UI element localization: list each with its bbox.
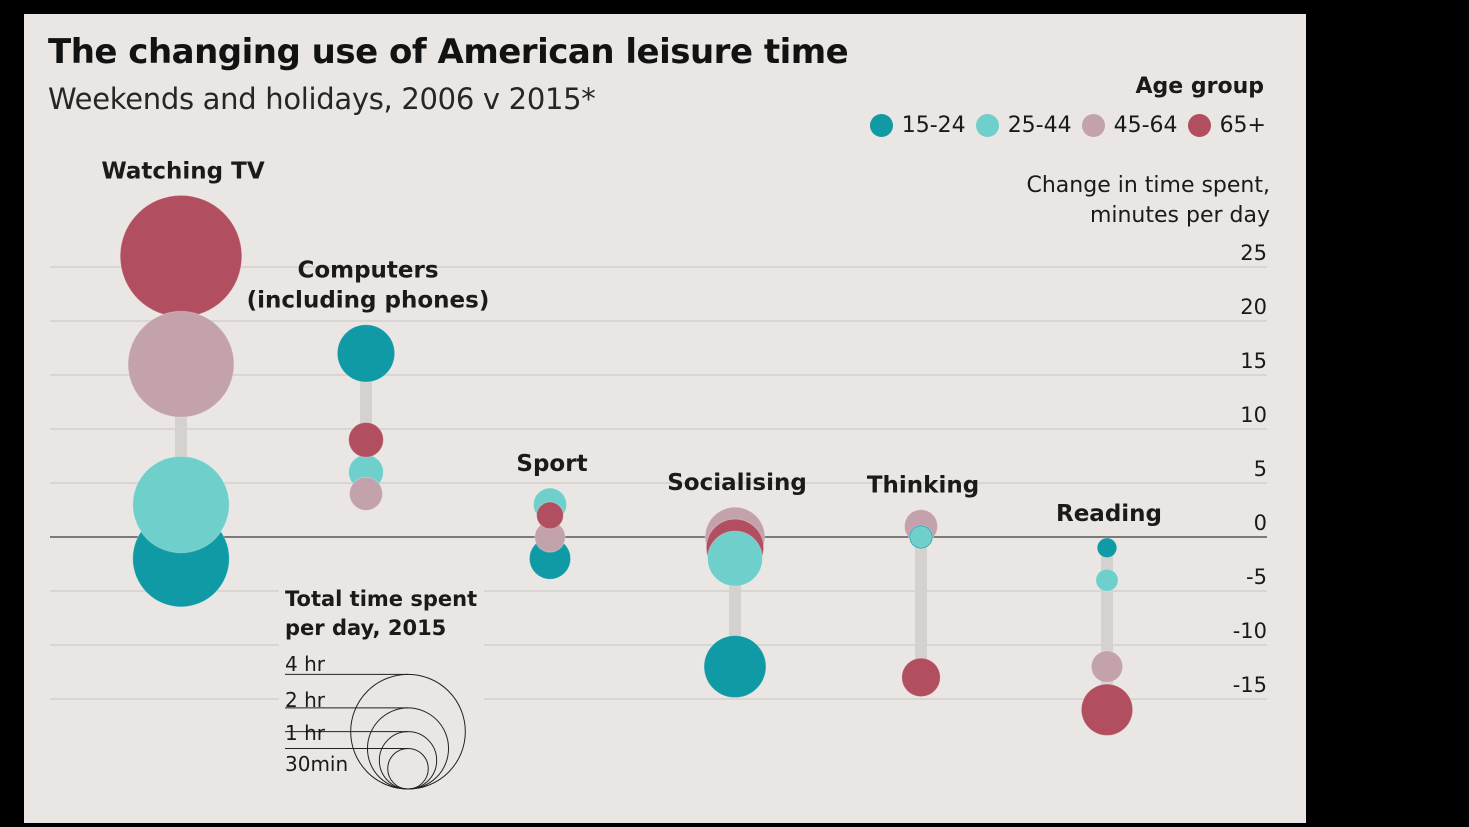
bubble-computers-15-24: [336, 324, 396, 383]
y-tick-label: 25: [1240, 241, 1267, 265]
bubble-watching-25-44: [132, 455, 230, 554]
bubble-reading-45-64: [1090, 650, 1124, 683]
bubble-watching-65-plus: [119, 194, 243, 318]
legend-dot-icon: [975, 114, 999, 137]
y-axis-label: Change in time spent, minutes per day: [1027, 171, 1271, 231]
legend-item-45-64: 45-64: [1081, 113, 1178, 138]
chart-panel: The changing use of American leisure tim…: [24, 14, 1306, 823]
category-label: Reading: [1056, 501, 1162, 527]
size-legend-label: 30min: [285, 752, 348, 776]
legend-dot-icon: [1187, 114, 1211, 137]
bubble-socialising-25-44: [707, 530, 763, 587]
bubbles: [119, 194, 1134, 736]
y-tick-label: 5: [1254, 457, 1267, 481]
legend: 15-24 25-44 45-64 65+: [860, 113, 1266, 138]
category-label: Thinking: [867, 473, 979, 499]
y-tick-label: 0: [1254, 511, 1267, 535]
legend-label: 25-44: [1007, 113, 1072, 138]
size-legend: Total time spent per day, 2015 4 hr 2 hr 1 h…: [279, 579, 484, 799]
bubble-reading-15-24: [1096, 537, 1118, 559]
category-label: Socialising: [667, 470, 807, 496]
legend-title: Age group: [1135, 74, 1264, 99]
bubble-reading-25-44: [1095, 568, 1119, 592]
bubble-sport-65-plus: [536, 501, 564, 530]
y-axis-label-line2: minutes per day: [1089, 203, 1270, 228]
gridlines: [50, 266, 1267, 700]
legend-dot-icon: [869, 114, 893, 137]
category-label: Computers: [297, 258, 438, 284]
chart-subtitle: Weekends and holidays, 2006 v 2015*: [48, 82, 596, 116]
size-legend-title-line2: per day, 2015: [285, 616, 446, 640]
category-label: Sport: [516, 451, 587, 477]
chart-plot: 25 20 15 10 5 0 -5 -10 -15 Total time spent per d…: [50, 158, 1267, 799]
legend-item-65-plus: 65+: [1187, 113, 1266, 138]
bubble-watching-45-64: [127, 310, 235, 418]
legend-item-25-44: 25-44: [975, 113, 1072, 138]
y-tick-label: 15: [1240, 349, 1267, 373]
y-tick-label: -10: [1233, 619, 1267, 643]
chart-title: The changing use of American leisure tim…: [48, 32, 849, 72]
y-tick-label: 20: [1240, 295, 1267, 319]
category-label: (including phones): [247, 288, 490, 314]
size-legend-label: 1 hr: [285, 721, 326, 745]
size-legend-label: 2 hr: [285, 688, 326, 712]
bubble-socialising-15-24: [703, 635, 767, 699]
bubble-thinking-65-plus: [901, 657, 941, 698]
legend-dot-icon: [1081, 114, 1105, 137]
size-legend-label: 4 hr: [285, 652, 326, 676]
bubble-computers-65-plus: [348, 421, 384, 458]
legend-label: 15-24: [901, 113, 966, 138]
y-tick-label: -15: [1233, 673, 1267, 697]
category-labels: Watching TV Computers (including phones) Sp…: [101, 158, 1162, 527]
legend-label: 45-64: [1113, 113, 1178, 138]
bubble-thinking-25-44: [910, 526, 932, 548]
legend-label: 65+: [1219, 113, 1266, 138]
size-legend-title-line1: Total time spent: [285, 587, 477, 611]
y-tick-label: 10: [1240, 403, 1267, 427]
size-legend-background: [279, 579, 484, 799]
y-tick-label: -5: [1246, 565, 1267, 589]
category-label: Watching TV: [101, 158, 264, 184]
legend-item-15-24: 15-24: [869, 113, 966, 138]
y-tick-labels: 25 20 15 10 5 0 -5 -10 -15: [1233, 241, 1267, 697]
bubble-reading-65-plus: [1080, 683, 1134, 736]
y-axis-label-line1: Change in time spent,: [1026, 173, 1271, 198]
bubble-computers-45-64: [348, 476, 384, 511]
